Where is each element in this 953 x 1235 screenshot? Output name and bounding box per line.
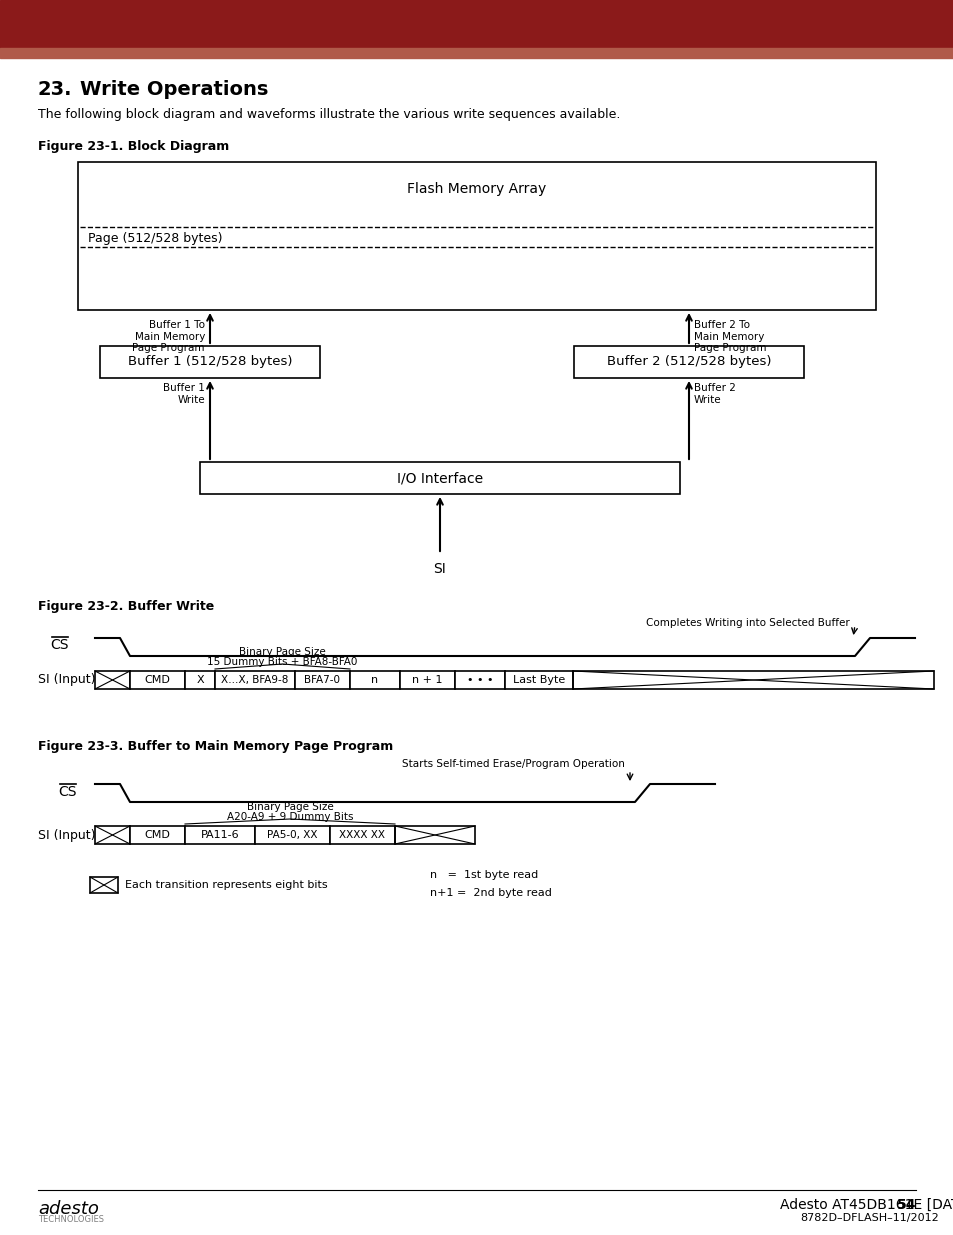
Text: Each transition represents eight bits: Each transition represents eight bits	[125, 881, 327, 890]
Bar	[504, 671, 573, 689]
Text: Flash Memory Array: Flash Memory Array	[407, 182, 546, 196]
Text: The following block diagram and waveforms illustrate the various write sequences: The following block diagram and waveform…	[38, 107, 619, 121]
Text: n   =  1st byte read: n = 1st byte read	[430, 869, 537, 881]
Text: PA5-0, XX: PA5-0, XX	[267, 830, 317, 840]
Text: n+1 =  2nd byte read: n+1 = 2nd byte read	[430, 888, 551, 898]
Text: CS: CS	[51, 638, 70, 652]
Text: • • •: • • •	[466, 676, 493, 685]
Bar	[185, 826, 254, 844]
Bar	[200, 462, 679, 494]
Bar	[395, 826, 475, 844]
Text: Starts Self-timed Erase/Program Operation: Starts Self-timed Erase/Program Operatio…	[402, 760, 624, 769]
Text: Completes Writing into Selected Buffer: Completes Writing into Selected Buffer	[645, 618, 849, 629]
Text: Buffer 2 (512/528 bytes): Buffer 2 (512/528 bytes)	[606, 356, 770, 368]
Bar	[399, 671, 455, 689]
Text: 8782D–DFLASH–11/2012: 8782D–DFLASH–11/2012	[800, 1213, 938, 1223]
Text: Buffer 1 (512/528 bytes): Buffer 1 (512/528 bytes)	[128, 356, 292, 368]
Bar	[130, 826, 185, 844]
Text: 15 Dummy Bits + BFA8-BFA0: 15 Dummy Bits + BFA8-BFA0	[207, 657, 357, 667]
Bar	[130, 671, 185, 689]
Text: adesto: adesto	[38, 1200, 99, 1218]
Text: Buffer 1 To
Main Memory
Page Program: Buffer 1 To Main Memory Page Program	[132, 320, 205, 353]
Text: Figure 23-1. Block Diagram: Figure 23-1. Block Diagram	[38, 140, 229, 153]
Text: A20-A9 + 9 Dummy Bits: A20-A9 + 9 Dummy Bits	[227, 811, 353, 823]
Text: SI (Input): SI (Input)	[38, 673, 95, 687]
Text: Write Operations: Write Operations	[80, 80, 268, 99]
Text: n + 1: n + 1	[412, 676, 442, 685]
Text: Binary Page Size: Binary Page Size	[239, 647, 326, 657]
Text: X…X, BFA9-8: X…X, BFA9-8	[221, 676, 289, 685]
Bar	[100, 346, 319, 378]
Text: Page (512/528 bytes): Page (512/528 bytes)	[88, 232, 222, 245]
Text: SI (Input): SI (Input)	[38, 829, 95, 841]
Bar	[455, 671, 504, 689]
Text: CS: CS	[59, 785, 77, 799]
Bar	[350, 671, 399, 689]
Bar	[90, 877, 118, 893]
Text: CMD: CMD	[145, 830, 171, 840]
Text: Figure 23-2. Buffer Write: Figure 23-2. Buffer Write	[38, 600, 214, 613]
Text: Buffer 1
Write: Buffer 1 Write	[163, 383, 205, 405]
Text: PA11-6: PA11-6	[200, 830, 239, 840]
Text: Last Byte: Last Byte	[513, 676, 564, 685]
Text: 54: 54	[896, 1198, 915, 1212]
Bar	[95, 671, 130, 689]
Bar	[254, 826, 330, 844]
Bar	[574, 346, 803, 378]
Text: 23.: 23.	[38, 80, 72, 99]
Bar	[0, 48, 953, 58]
Bar	[78, 162, 875, 310]
Text: Buffer 2
Write: Buffer 2 Write	[693, 383, 735, 405]
Text: Binary Page Size: Binary Page Size	[247, 802, 333, 811]
Text: CMD: CMD	[145, 676, 171, 685]
Bar	[95, 826, 130, 844]
Bar	[0, 0, 953, 48]
Text: X: X	[196, 676, 204, 685]
Bar	[573, 671, 933, 689]
Text: I/O Interface: I/O Interface	[396, 471, 482, 485]
Text: TECHNOLOGIES: TECHNOLOGIES	[38, 1215, 104, 1224]
Text: Figure 23-3. Buffer to Main Memory Page Program: Figure 23-3. Buffer to Main Memory Page …	[38, 740, 393, 753]
Bar	[185, 671, 214, 689]
Bar	[294, 671, 350, 689]
Text: XXXX XX: XXXX XX	[339, 830, 385, 840]
Text: BFA7-0: BFA7-0	[304, 676, 340, 685]
Text: Buffer 2 To
Main Memory
Page Program: Buffer 2 To Main Memory Page Program	[693, 320, 765, 353]
Text: SI: SI	[434, 562, 446, 576]
Text: n: n	[371, 676, 378, 685]
Bar	[330, 826, 395, 844]
Text: Adesto AT45DB161E [DATASHEET]: Adesto AT45DB161E [DATASHEET]	[780, 1198, 953, 1212]
Bar	[214, 671, 294, 689]
